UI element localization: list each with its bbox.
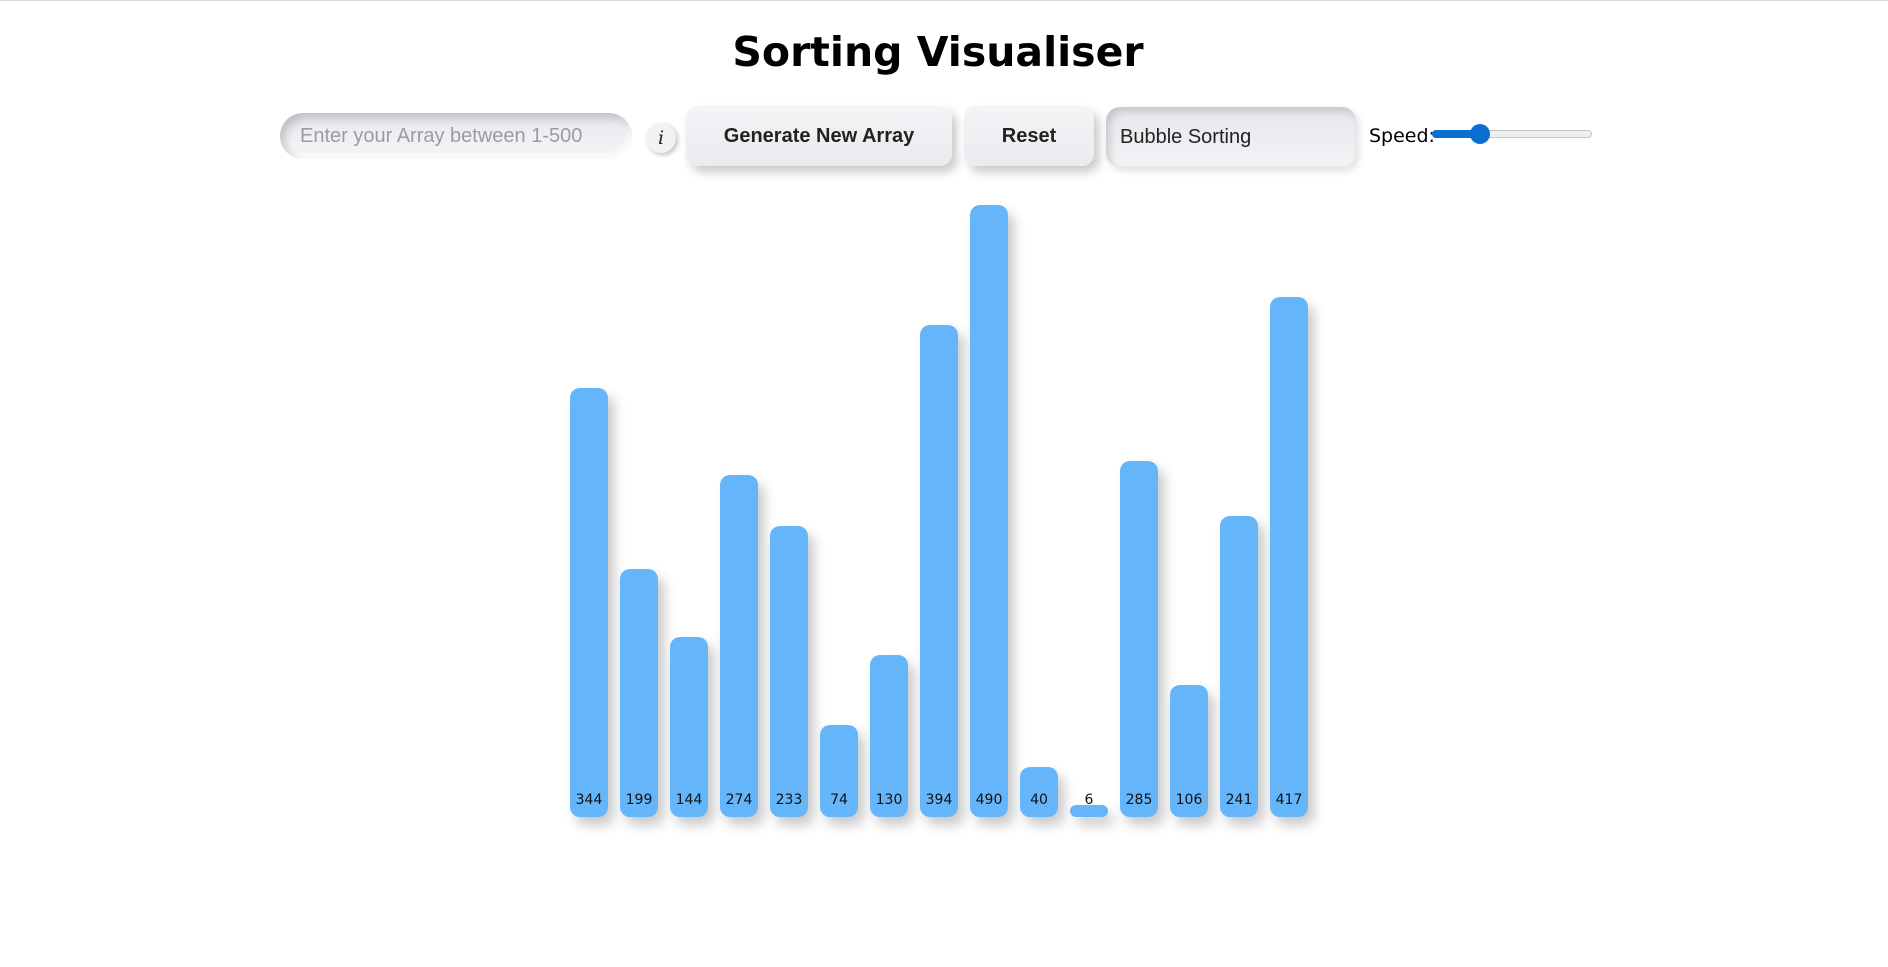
info-icon-glyph: i (657, 127, 665, 149)
generate-array-button[interactable]: Generate New Array (686, 106, 952, 166)
controls-bar: i Generate New Array Reset Bubble Sortin… (0, 106, 1888, 170)
speed-slider[interactable] (1432, 122, 1592, 146)
bar-value-label: 6 (1084, 792, 1094, 808)
bar (970, 205, 1008, 817)
speed-label: Speed: (1369, 125, 1435, 147)
array-input[interactable] (280, 113, 632, 159)
algorithm-select-value: Bubble Sorting (1120, 125, 1252, 148)
bar-value-label: 285 (1125, 792, 1153, 808)
page-title: Sorting Visualiser (732, 28, 1144, 76)
bar (670, 637, 708, 817)
bar (1020, 767, 1058, 817)
bar-value-label: 394 (925, 792, 953, 808)
bar (1220, 516, 1258, 817)
bar-value-label: 417 (1275, 792, 1303, 808)
bar-value-label: 274 (725, 792, 753, 808)
bar (1170, 685, 1208, 817)
bar-value-label: 144 (675, 792, 703, 808)
bar (870, 655, 908, 817)
speed-slider-fill (1432, 130, 1480, 138)
top-divider (0, 0, 1888, 1)
bar (920, 325, 958, 817)
info-icon[interactable]: i (646, 123, 676, 153)
bar (720, 475, 758, 817)
bar-value-label: 241 (1225, 792, 1253, 808)
bar-value-label: 199 (625, 792, 653, 808)
bar (820, 725, 858, 817)
bar (1120, 461, 1158, 817)
bar (620, 569, 658, 817)
bar-value-label: 40 (1030, 792, 1048, 808)
bar (1270, 297, 1308, 817)
bar-value-label: 130 (875, 792, 903, 808)
bar-value-label: 233 (775, 792, 803, 808)
bar (570, 388, 608, 817)
bar-value-label: 344 (575, 792, 603, 808)
reset-button[interactable]: Reset (964, 106, 1094, 166)
bar-value-label: 106 (1175, 792, 1203, 808)
bar (770, 526, 808, 817)
speed-slider-thumb[interactable] (1470, 124, 1490, 144)
algorithm-select[interactable]: Bubble Sorting (1106, 107, 1356, 167)
bar-value-label: 74 (830, 792, 848, 808)
bar (1070, 805, 1108, 817)
bar-value-label: 490 (975, 792, 1003, 808)
